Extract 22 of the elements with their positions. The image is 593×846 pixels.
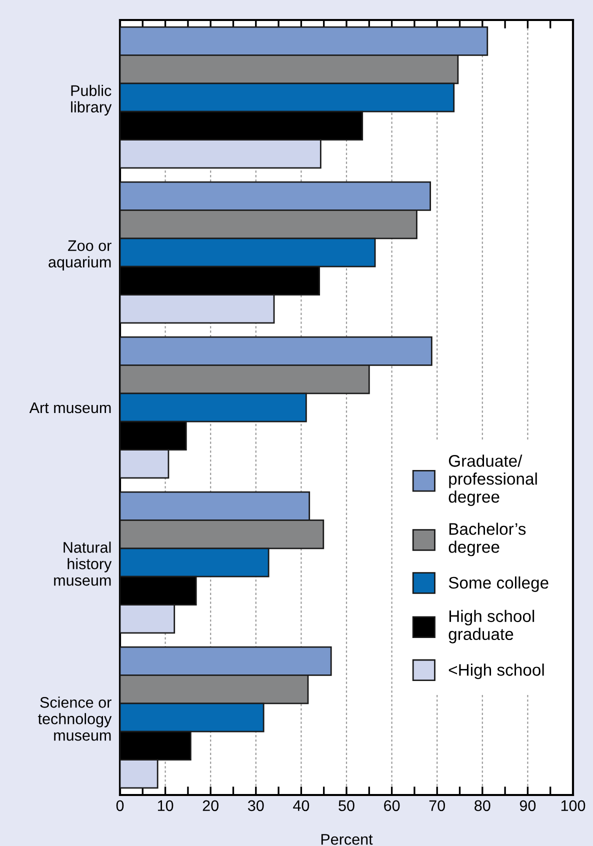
legend-label: High school graduate (448, 610, 534, 644)
y-tick-label: Zoo or aquarium (48, 240, 112, 271)
x-tick-label: 40 (293, 800, 310, 812)
x-axis-title: Percent (321, 834, 373, 845)
x-tick-label: 30 (248, 800, 264, 812)
legend-label: <High school (448, 664, 544, 680)
x-tick-label: 70 (429, 800, 445, 812)
y-tick-label: Public library (71, 84, 112, 116)
x-tick-label: 0 (116, 800, 124, 812)
x-tick-label: 10 (158, 800, 174, 812)
x-tick-label: 20 (202, 800, 218, 812)
y-tick-label: Natural history museum (54, 542, 112, 586)
x-tick-label: 100 (561, 800, 586, 812)
x-tick-label: 90 (520, 800, 536, 812)
legend-label: Bachelor’s degree (448, 522, 526, 556)
x-tick-label: 50 (338, 800, 354, 812)
x-tick-label: 60 (384, 800, 400, 812)
y-tick-label: Art museum (29, 402, 111, 414)
x-tick-label: 80 (474, 800, 490, 812)
legend-label: Some college (448, 576, 548, 592)
legend-label: Graduate/ professional degree (448, 454, 537, 506)
y-tick-label: Science or technology museum (38, 696, 112, 741)
